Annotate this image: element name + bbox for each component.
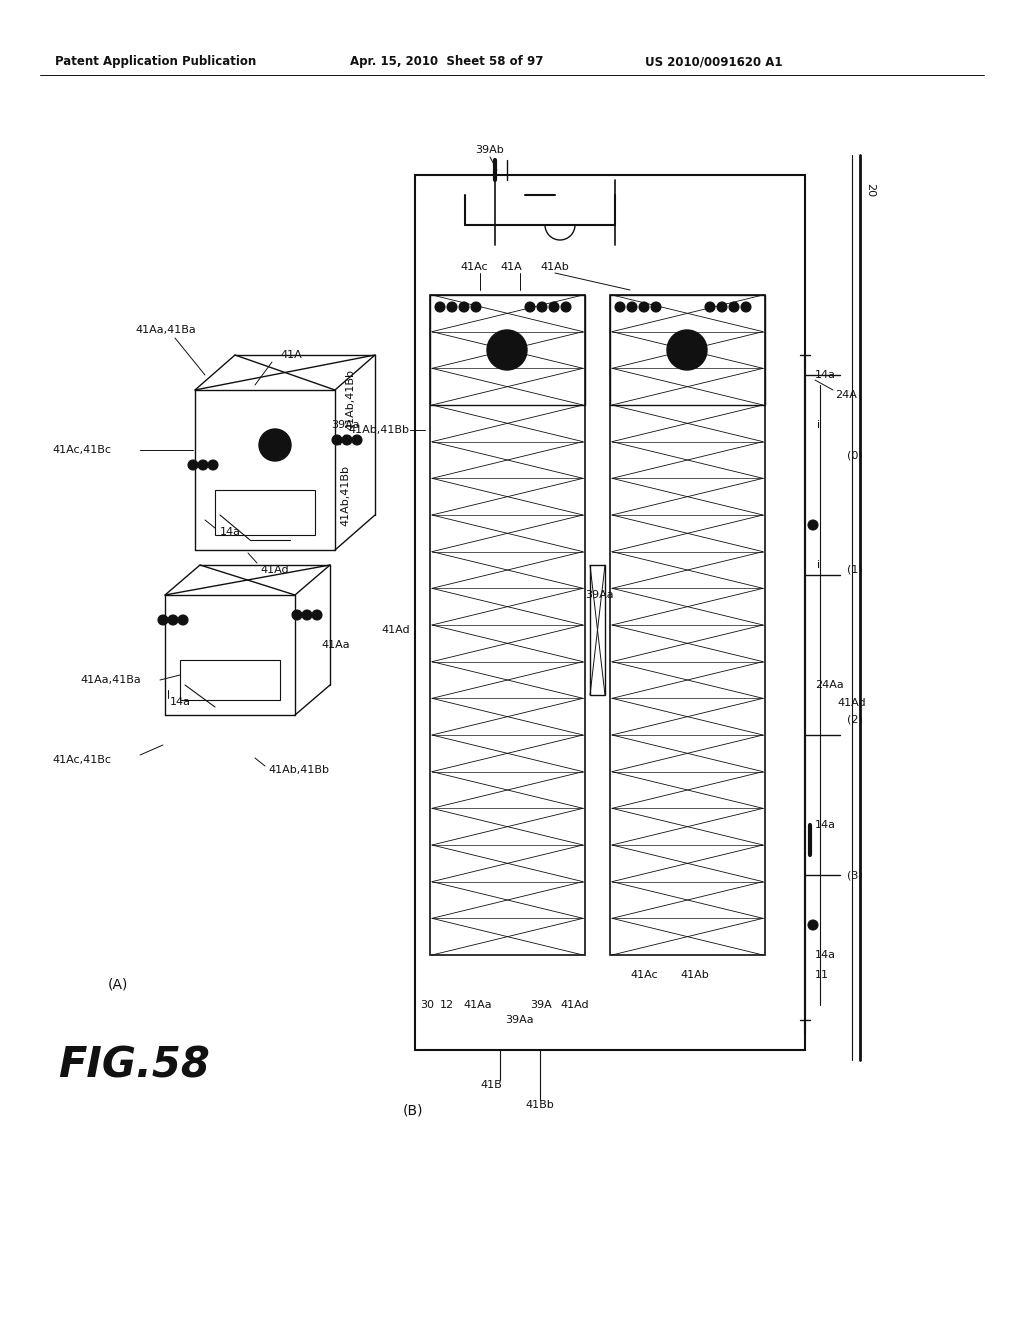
Text: 24A: 24A (835, 389, 857, 400)
Circle shape (639, 302, 649, 312)
Text: i: i (817, 560, 820, 570)
Circle shape (487, 330, 527, 370)
Text: Apr. 15, 2010  Sheet 58 of 97: Apr. 15, 2010 Sheet 58 of 97 (350, 55, 544, 69)
Circle shape (808, 920, 818, 931)
Circle shape (537, 302, 547, 312)
Text: 41Ab,41Bb: 41Ab,41Bb (268, 766, 329, 775)
Circle shape (471, 302, 481, 312)
Bar (415, 176, 805, 1049)
Text: 41Aa,41Ba: 41Aa,41Ba (135, 325, 196, 335)
Bar (590, 565, 605, 696)
Circle shape (499, 342, 515, 358)
Text: (3): (3) (847, 870, 863, 880)
Text: 41Ad: 41Ad (837, 698, 865, 708)
Text: 14a: 14a (220, 527, 241, 537)
Circle shape (168, 615, 178, 624)
Circle shape (342, 436, 352, 445)
Text: 20: 20 (865, 183, 874, 197)
Text: 41Ad: 41Ad (560, 1001, 589, 1010)
Circle shape (525, 302, 535, 312)
Text: 14a: 14a (170, 697, 191, 708)
Circle shape (447, 302, 457, 312)
Circle shape (615, 302, 625, 312)
Circle shape (729, 302, 739, 312)
Circle shape (435, 302, 445, 312)
Circle shape (717, 302, 727, 312)
Text: 41Ac: 41Ac (460, 261, 487, 272)
Bar (610, 294, 765, 405)
Circle shape (667, 330, 707, 370)
Text: (B): (B) (403, 1104, 424, 1117)
Text: FIG.58: FIG.58 (58, 1044, 210, 1086)
Circle shape (705, 302, 715, 312)
Circle shape (198, 459, 208, 470)
Circle shape (259, 429, 291, 461)
Text: (0): (0) (847, 450, 863, 459)
Bar (610, 294, 765, 954)
Circle shape (627, 302, 637, 312)
Text: 11: 11 (815, 970, 829, 979)
Text: 41Ac: 41Ac (630, 970, 657, 979)
Text: 14a: 14a (815, 820, 836, 830)
Text: 41Ac,41Bc: 41Ac,41Bc (52, 445, 111, 455)
Text: 41Ab,41Bb: 41Ab,41Bb (348, 425, 409, 436)
Text: 14a: 14a (815, 950, 836, 960)
Circle shape (352, 436, 362, 445)
Text: 41Ad: 41Ad (381, 624, 410, 635)
Text: 39Aa: 39Aa (332, 420, 360, 430)
Text: i: i (817, 420, 820, 430)
Text: 41B: 41B (480, 1080, 502, 1090)
Text: 39A: 39A (530, 1001, 552, 1010)
Text: 41Ab: 41Ab (680, 970, 709, 979)
Bar (430, 294, 585, 405)
Circle shape (459, 302, 469, 312)
Text: 41Bb: 41Bb (525, 1100, 554, 1110)
Text: (2): (2) (847, 715, 863, 725)
Text: (A): (A) (108, 978, 128, 993)
Text: 30: 30 (420, 1001, 434, 1010)
Text: 39Aa: 39Aa (585, 590, 613, 601)
Circle shape (651, 302, 662, 312)
Text: 41A: 41A (500, 261, 522, 272)
Text: 41A: 41A (280, 350, 302, 360)
Circle shape (188, 459, 198, 470)
Circle shape (679, 342, 695, 358)
Circle shape (292, 610, 302, 620)
Circle shape (808, 520, 818, 531)
Bar (430, 294, 585, 954)
Circle shape (302, 610, 312, 620)
Text: 24Aa: 24Aa (815, 680, 844, 690)
Bar (215, 490, 315, 535)
Text: 39Ab: 39Ab (475, 145, 504, 154)
Bar (180, 660, 280, 700)
Circle shape (269, 440, 281, 451)
Text: 41Aa: 41Aa (463, 1001, 492, 1010)
Circle shape (312, 610, 322, 620)
Text: 41Ab,41Bb: 41Ab,41Bb (340, 465, 350, 525)
Text: US 2010/0091620 A1: US 2010/0091620 A1 (645, 55, 782, 69)
Text: 41Ad: 41Ad (260, 565, 289, 576)
Circle shape (332, 436, 342, 445)
Text: 41Ab: 41Ab (540, 261, 568, 272)
Circle shape (741, 302, 751, 312)
Text: 14a: 14a (815, 370, 836, 380)
Text: 41Ab,41Bb: 41Ab,41Bb (345, 370, 355, 430)
Text: 41Aa,41Ba: 41Aa,41Ba (80, 675, 140, 685)
Text: 41Ac,41Bc: 41Ac,41Bc (52, 755, 111, 766)
Text: (1): (1) (847, 565, 863, 576)
Circle shape (178, 615, 188, 624)
Circle shape (549, 302, 559, 312)
Text: 12: 12 (440, 1001, 454, 1010)
Text: 41Aa: 41Aa (322, 640, 350, 649)
Text: Patent Application Publication: Patent Application Publication (55, 55, 256, 69)
Circle shape (561, 302, 571, 312)
Circle shape (208, 459, 218, 470)
Circle shape (158, 615, 168, 624)
Text: 39Aa: 39Aa (505, 1015, 534, 1026)
